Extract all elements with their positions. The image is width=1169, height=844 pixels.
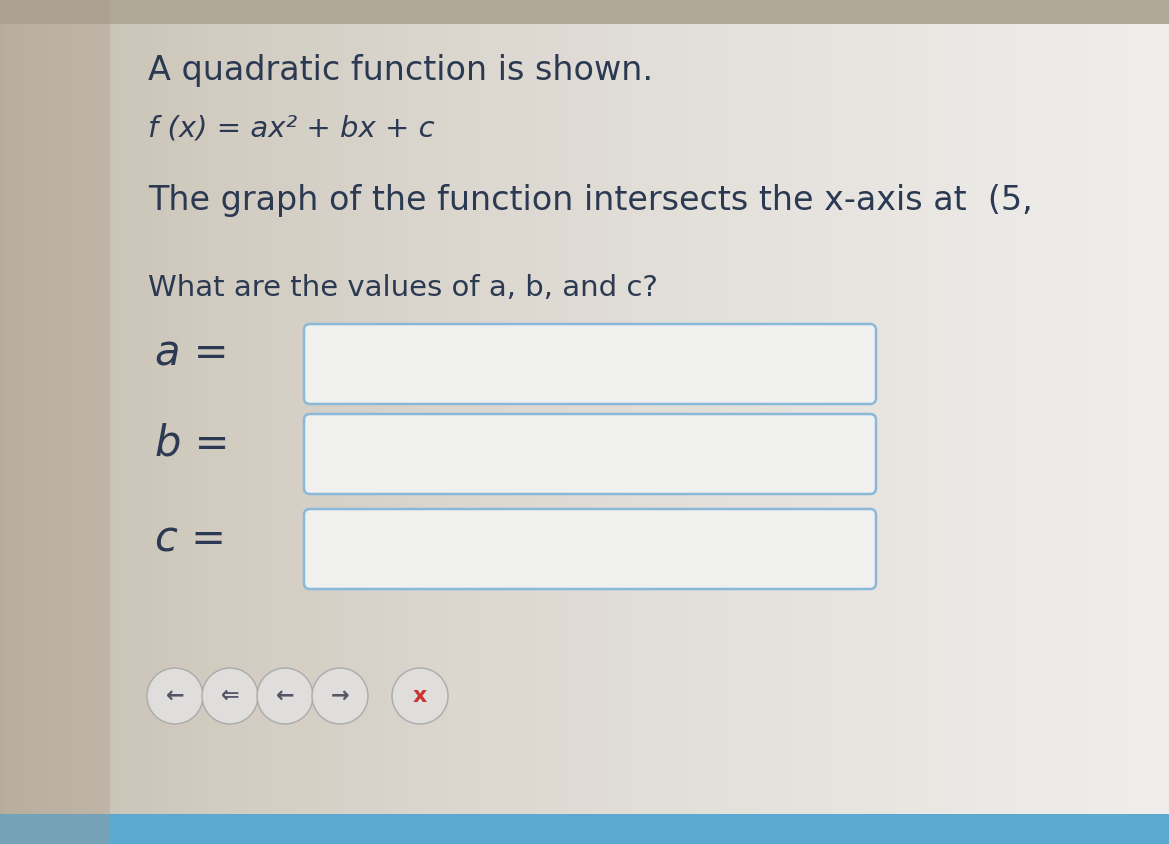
Text: f (x) = ax² + bx + c: f (x) = ax² + bx + c <box>148 114 435 142</box>
Circle shape <box>257 668 313 724</box>
Text: c =: c = <box>155 518 226 560</box>
Text: a =: a = <box>155 333 229 375</box>
Bar <box>0 0 110 844</box>
Circle shape <box>202 668 258 724</box>
Text: ←: ← <box>166 686 185 706</box>
FancyBboxPatch shape <box>304 324 876 404</box>
FancyBboxPatch shape <box>304 414 876 494</box>
FancyBboxPatch shape <box>304 509 876 589</box>
Text: What are the values of a, b, and c?: What are the values of a, b, and c? <box>148 274 658 302</box>
Text: ←: ← <box>276 686 295 706</box>
Bar <box>0 0 1169 24</box>
Bar <box>0 814 1169 844</box>
Circle shape <box>392 668 448 724</box>
Text: →: → <box>331 686 350 706</box>
Text: b =: b = <box>155 423 229 465</box>
Text: x: x <box>413 686 427 706</box>
Circle shape <box>312 668 368 724</box>
Text: A quadratic function is shown.: A quadratic function is shown. <box>148 54 653 87</box>
Text: The graph of the function intersects the x-axis at  (5,: The graph of the function intersects the… <box>148 184 1044 217</box>
Circle shape <box>147 668 203 724</box>
Text: ⇐: ⇐ <box>221 686 240 706</box>
